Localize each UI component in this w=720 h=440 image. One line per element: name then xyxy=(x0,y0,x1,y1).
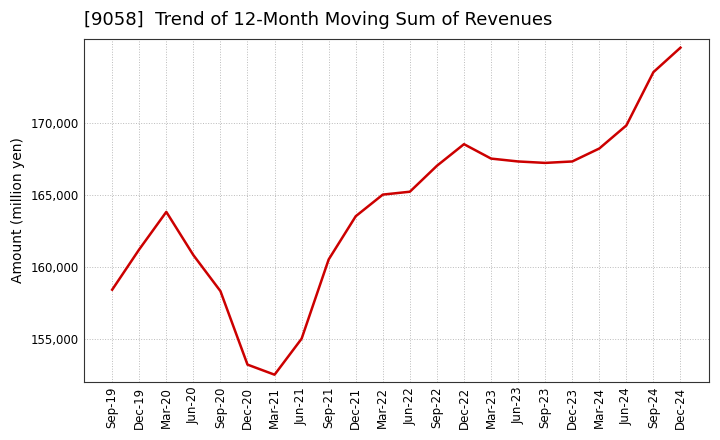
Y-axis label: Amount (million yen): Amount (million yen) xyxy=(11,138,25,283)
Text: [9058]  Trend of 12-Month Moving Sum of Revenues: [9058] Trend of 12-Month Moving Sum of R… xyxy=(84,11,552,29)
